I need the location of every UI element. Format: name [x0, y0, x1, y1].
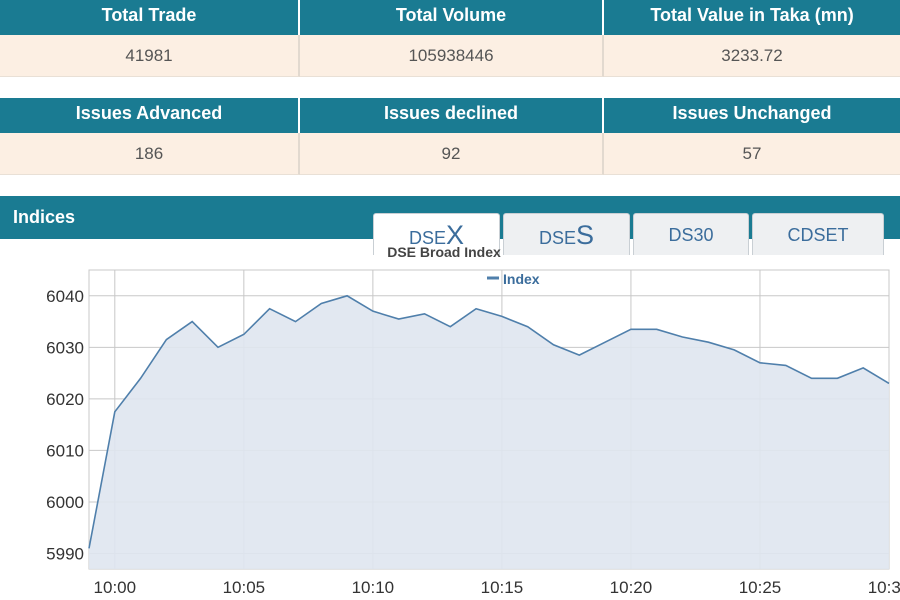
total-trade-value: 41981: [0, 35, 300, 77]
chart-title: DSE Broad Index: [387, 244, 501, 260]
x-tick-label: 10:15: [481, 578, 524, 597]
market-summary-value-row: 41981 105938446 3233.72: [0, 35, 900, 77]
issues-summary-header-row: Issues Advanced Issues declined Issues U…: [0, 98, 900, 133]
issues-unchanged-header: Issues Unchanged: [604, 98, 900, 133]
tab-dses[interactable]: DSES: [503, 213, 630, 255]
tab-dsex-prefix: DSE: [408, 228, 446, 248]
x-tick-label: 10:00: [94, 578, 137, 597]
issues-summary-table: Issues Advanced Issues declined Issues U…: [0, 98, 900, 175]
indices-title: Indices: [13, 207, 76, 227]
tab-dsex[interactable]: DSEX: [373, 213, 500, 255]
y-tick-label: 5990: [46, 545, 84, 564]
total-trade-header: Total Trade: [0, 0, 300, 35]
issues-summary-value-row: 186 92 57: [0, 133, 900, 175]
total-value-header: Total Value in Taka (mn): [604, 0, 900, 35]
x-tick-label: 10:20: [610, 578, 653, 597]
index-area-fill: [89, 295, 889, 569]
total-volume-value: 105938446: [300, 35, 604, 77]
x-tick-label: 10:05: [223, 578, 266, 597]
issues-unchanged-value: 57: [604, 133, 900, 175]
x-tick-label: 10:10: [352, 578, 395, 597]
market-summary-table: Total Trade Total Volume Total Value in …: [0, 0, 900, 77]
tab-cdset[interactable]: CDSET: [752, 213, 884, 255]
y-tick-label: 6040: [46, 287, 84, 306]
issues-advanced-value: 186: [0, 133, 300, 175]
market-summary-header-row: Total Trade Total Volume Total Value in …: [0, 0, 900, 35]
tab-dses-prefix: DSE: [538, 228, 576, 248]
tab-ds30-label: DS30: [668, 225, 714, 245]
tab-dses-suffix: S: [576, 220, 595, 250]
issues-declined-header: Issues declined: [300, 98, 604, 133]
x-tick-label: 10:25: [739, 578, 782, 597]
issues-advanced-header: Issues Advanced: [0, 98, 300, 133]
total-value-value: 3233.72: [604, 35, 900, 77]
total-volume-header: Total Volume: [300, 0, 604, 35]
y-tick-label: 6030: [46, 338, 84, 357]
legend-label: Index: [503, 271, 540, 287]
tab-ds30[interactable]: DS30: [633, 213, 749, 255]
issues-declined-value: 92: [300, 133, 604, 175]
index-series-line: [88, 294, 890, 549]
tab-dsex-suffix: X: [446, 220, 465, 250]
tab-cdset-label: CDSET: [787, 225, 849, 245]
y-tick-label: 6020: [46, 390, 84, 409]
y-tick-label: 6010: [46, 441, 84, 460]
y-tick-label: 6000: [46, 493, 84, 512]
x-tick-label: 10:30: [868, 578, 900, 597]
